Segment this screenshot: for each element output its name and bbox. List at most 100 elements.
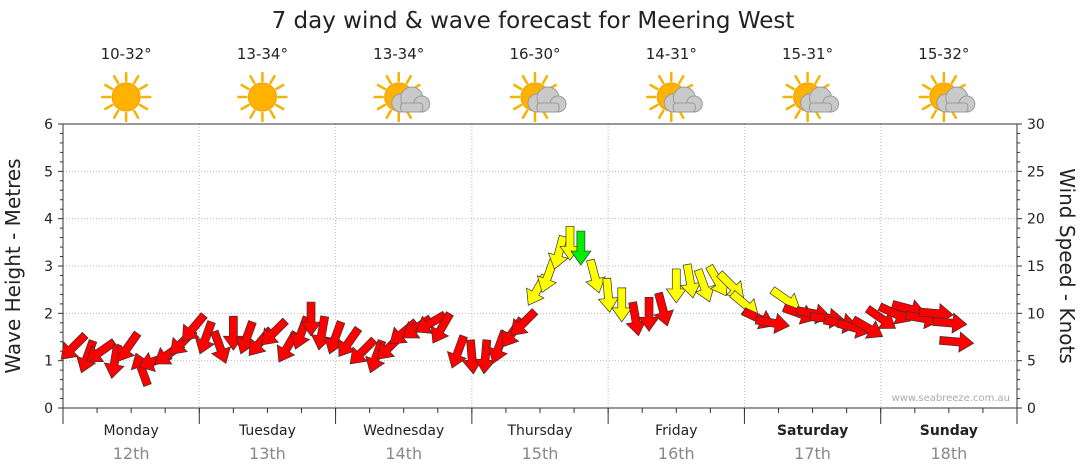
sun-ray [138, 103, 149, 111]
cloud-shape [800, 86, 840, 113]
y-axis-right-title: Wind Speed - Knots [1055, 168, 1079, 364]
sun-ray [512, 83, 523, 91]
sun-ray [785, 103, 795, 111]
y-axis-left-title: Wave Height - Metres [1, 158, 25, 373]
y-tick-label-right: 0 [1027, 401, 1036, 417]
x-day-label: Saturday [777, 423, 848, 439]
cloud-shape [936, 86, 976, 113]
sun-cloud-icon [918, 71, 976, 123]
wind-arrow [570, 230, 592, 266]
cloud-shape [663, 86, 703, 113]
wind-arrow [932, 312, 968, 334]
sun-cloud-icon [782, 71, 840, 123]
sun-icon [237, 71, 288, 123]
cloud-base [945, 102, 969, 113]
arrow-series [60, 225, 975, 387]
wind-arrow [693, 268, 715, 303]
cloud-base [809, 102, 833, 113]
sun-icon [100, 71, 152, 123]
sun-cloud-icon [646, 71, 703, 123]
y-tick-label-right: 30 [1027, 117, 1045, 133]
wind-arrow [716, 270, 744, 299]
wind-arrow [547, 234, 569, 270]
weather-forecast-row: 10-32° 13-34° 13-34° 16-30° 14-31° 15-31° 15-3… [100, 45, 976, 123]
sun-ray [112, 74, 120, 85]
sun-ray [930, 74, 938, 85]
wind-arrow [939, 331, 975, 353]
wind-arrow [60, 331, 89, 360]
y-tick-label-left: 5 [44, 164, 53, 180]
sun-disc [111, 82, 141, 112]
wind-arrow [210, 329, 232, 364]
x-date-label: 13th [249, 444, 286, 463]
temperature-label: 13-34° [373, 45, 424, 63]
sun-ray [275, 103, 285, 111]
y-tick-label-left: 2 [44, 306, 53, 322]
wind-arrow [117, 330, 142, 362]
sun-ray [921, 103, 932, 111]
sun-ray [385, 74, 392, 85]
wind-arrow [85, 338, 118, 363]
temperature-label: 14-31° [646, 45, 697, 63]
cloud-shape [391, 86, 431, 113]
sun-ray [249, 109, 256, 120]
wind-arrow [194, 320, 216, 355]
cloud-base [672, 102, 696, 113]
y-tick-label-right: 25 [1027, 164, 1045, 180]
wind-arrow [729, 290, 759, 316]
y-tick-label-left: 4 [44, 212, 53, 228]
sun-ray [376, 83, 387, 91]
sun-ray [132, 74, 140, 85]
sun-ray [930, 109, 938, 120]
wind-arrow [850, 315, 884, 339]
y-tick-label-left: 6 [44, 117, 53, 133]
wind-arrow [430, 311, 454, 344]
y-tick-label-right: 20 [1027, 212, 1045, 228]
sun-ray [132, 109, 140, 120]
wind-arrow [510, 308, 539, 336]
sun-ray [678, 74, 685, 85]
sun-ray [269, 74, 276, 85]
x-date-label: 12th [113, 444, 150, 463]
sun-ray [385, 109, 392, 120]
sun-ray [794, 109, 801, 120]
x-day-label: Sunday [920, 423, 978, 439]
x-axis: Monday 12th Tuesday 13th Wednesday 14th Thursd… [62, 408, 1018, 463]
x-day-label: Wednesday [363, 423, 444, 439]
x-day-label: Friday [655, 423, 697, 439]
x-day-label: Thursday [506, 423, 572, 439]
sun-ray [649, 103, 659, 111]
sun-ray [104, 83, 114, 91]
y-tick-label-left: 3 [44, 259, 53, 275]
wind-arrow [754, 312, 791, 334]
sun-ray [104, 103, 114, 111]
x-date-label: 17th [794, 444, 831, 463]
y-axis-right: 0 5 10 15 20 25 30 [1017, 117, 1045, 417]
wind-arrow [261, 317, 289, 346]
y-tick-label-right: 10 [1027, 306, 1045, 322]
x-date-label: 15th [522, 444, 559, 463]
sun-ray [512, 103, 523, 111]
sun-ray [112, 109, 120, 120]
sun-ray [521, 74, 529, 85]
sun-ray [950, 74, 958, 85]
chart-title: 7 day wind & wave forecast for Meering W… [272, 8, 795, 34]
x-day-label: Tuesday [238, 423, 296, 439]
sun-ray [249, 74, 256, 85]
temperature-label: 15-32° [918, 45, 969, 63]
sun-ray [376, 103, 387, 111]
temperature-label: 15-31° [782, 45, 833, 63]
sun-ray [658, 74, 665, 85]
sun-ray [269, 109, 276, 120]
y-tick-label-right: 15 [1027, 259, 1045, 275]
y-axis-left: 0 1 2 3 4 5 6 [44, 117, 63, 417]
sun-ray [240, 103, 250, 111]
temperature-label: 16-30° [509, 45, 560, 63]
credit-label: www.seabreeze.com.au [892, 393, 1010, 404]
x-day-label: Monday [104, 423, 159, 439]
wind-arrow [349, 336, 378, 365]
y-tick-label-right: 5 [1027, 354, 1036, 370]
x-date-label: 16th [658, 444, 695, 463]
sun-ray [541, 74, 549, 85]
